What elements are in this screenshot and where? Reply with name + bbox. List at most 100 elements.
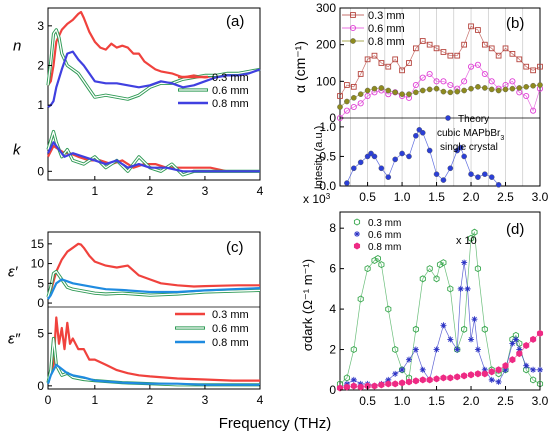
panel-b-series-alpha-2-point: [392, 89, 398, 96]
panel-b-series-alpha-0-point: [509, 50, 516, 57]
panel-d-series-0-point: [419, 275, 426, 283]
panel-b-series-alpha-2-point: [482, 85, 488, 91]
panel-c-label: (c): [226, 239, 244, 256]
panel-d-x-tick-label: 3.0: [532, 394, 549, 408]
panel-d-series-0-point: [412, 325, 419, 333]
panel-d-series-0-point: [392, 345, 399, 354]
panel-c-series-eps1-1: [47, 270, 261, 298]
panel-d-series-0-point: [399, 366, 406, 374]
panel-a-series-n-2: [47, 50, 261, 108]
panel-b-series-alpha-2-point: [406, 91, 412, 97]
panel-b-series-alpha-2-point: [337, 104, 343, 110]
panel-b-series-alpha-2-point: [523, 84, 530, 90]
panel-d-series-1-point: [461, 259, 468, 266]
panel-b-series-alpha-0-point: [406, 60, 412, 66]
panel-d-y-tick-label: 2: [329, 343, 336, 357]
panel-c-x-tick-label: 0: [45, 393, 52, 407]
panel-d-legend-label: 0.8 mm: [368, 242, 401, 253]
panel-d-series-0-point: [471, 228, 478, 236]
panel-b-series-alpha-0-point: [447, 52, 454, 59]
panel-d-series-0-point: [440, 259, 447, 267]
panel-b-series-alpha-0-point: [357, 71, 364, 77]
panel-d-series-2-point: [412, 377, 419, 385]
panel-d-ylabel: σdark (Ω⁻¹ m⁻¹): [300, 259, 315, 351]
panel-c-lower-y-tick-label: 0: [37, 379, 44, 393]
panel-b-series-alpha-1-point: [523, 92, 530, 100]
panel-d-series-0-point: [364, 265, 371, 273]
panel-d-series-2-point: [467, 371, 475, 379]
panel-d-series-0-point: [502, 366, 509, 374]
panel-d-y-tick-label: 8: [329, 221, 336, 235]
panel-b-x-tick-label: 2.0: [463, 190, 480, 204]
panel-b-series-intensity-3-point: [371, 153, 378, 160]
panel-d-x-tick-label: 2.5: [497, 394, 514, 408]
panel-d-series-1-point: [512, 336, 519, 343]
panel-d-series-1-point: [433, 346, 440, 353]
panel-b-series-alpha-2-point: [385, 87, 392, 94]
panel-b-legend-marker: [350, 12, 356, 18]
panel-b-series-intensity-3-point: [488, 174, 495, 180]
panel-d-series-2-point: [385, 380, 392, 388]
panel-b-series-alpha-0-point: [433, 45, 440, 52]
panel-d-legend-marker: [353, 242, 361, 250]
panel-d-series-0-point: [433, 275, 440, 283]
panel-d-series-0-point: [378, 261, 385, 269]
panel-d-series-0-point: [385, 305, 392, 313]
panel-d-series-2-point: [530, 335, 537, 343]
panel-b-series-alpha-0-point: [502, 45, 509, 52]
panel-a-x-tick-label: 1: [91, 184, 98, 198]
panel-b-series-alpha-0-line: [339, 25, 541, 97]
panel-b-legend-marker: [350, 38, 356, 44]
panel-d-series-1-point: [474, 346, 481, 353]
panel-d-series-2-point: [440, 374, 447, 382]
panel-d-series-1-point: [454, 346, 461, 353]
panel-b-series-intensity-3-point: [447, 165, 454, 172]
panel-b-series-alpha-1-point: [343, 107, 350, 114]
panel-d-x-tick-label: 2.0: [463, 394, 480, 408]
panel-b-series-alpha-0-point: [371, 52, 378, 59]
panel-d-series-0-point: [474, 265, 481, 273]
panel-d-series-2-point: [461, 372, 468, 380]
panel-d-series-2-point: [433, 375, 440, 383]
panel-b-frame: [339, 7, 541, 187]
panel-b-series-alpha-2-point: [454, 88, 461, 95]
panel-d-series-2-point: [419, 376, 426, 384]
panel-b-series-intensity-3-point: [350, 165, 357, 172]
panel-a-ylabel-n: n: [13, 38, 21, 55]
panel-b-series-alpha-1-point: [440, 78, 447, 85]
panel-b-series-alpha-1-point: [474, 61, 481, 68]
panel-b-upper-y-tick-label: 300: [316, 1, 336, 15]
panel-d-series-1-point: [464, 285, 471, 292]
panel-b-x-tick-label: 2.5: [497, 190, 514, 204]
panel-b-series-alpha-1-point: [357, 100, 364, 107]
panel-b-series-alpha-0-point: [364, 56, 371, 63]
panel-d-series-1-point: [523, 362, 530, 369]
panel-b-series-alpha-0-point: [385, 63, 392, 70]
panel-c-lower-y-tick-label: 5: [37, 326, 44, 340]
panel-c-frame: [47, 231, 261, 390]
panel-d-series-2-point: [392, 380, 399, 388]
panel-b-upper-y-tick-label: 200: [316, 38, 336, 52]
panel-b-x-tick-label: 3.0: [532, 190, 549, 204]
panel-a-legend-label: 0.8 mm: [212, 98, 249, 110]
panel-d-series-0-point: [350, 345, 357, 354]
panel-d-series-0-point: [436, 261, 444, 269]
panel-d-annotation: x 10: [456, 235, 477, 247]
panel-b-series-alpha-2-point: [371, 85, 378, 92]
panel-b-series-alpha-2-point: [440, 88, 447, 95]
panel-d-series-1-point: [495, 378, 502, 385]
panel-d-series-1-point: [447, 336, 454, 343]
panel-b-x-tick-label: 0.5: [359, 190, 376, 204]
panel-b-series-alpha-0-point: [392, 56, 399, 63]
panel-b-series-intensity-3-point: [475, 174, 481, 180]
panel-b-series-alpha-1-point: [488, 78, 495, 85]
panel-b-series-alpha-2-point: [468, 85, 474, 92]
panel-d-series-1-point: [488, 376, 495, 383]
panel-d-series-1-point: [516, 346, 523, 353]
panel-d-series-1-point: [419, 366, 426, 373]
panel-b-series-intensity-3-point: [495, 182, 502, 188]
panel-b-legend-label: 0.8 mm: [368, 36, 405, 48]
panel-b-series-intensity-3-point: [357, 159, 364, 166]
panel-d-series-2-point: [371, 382, 378, 390]
